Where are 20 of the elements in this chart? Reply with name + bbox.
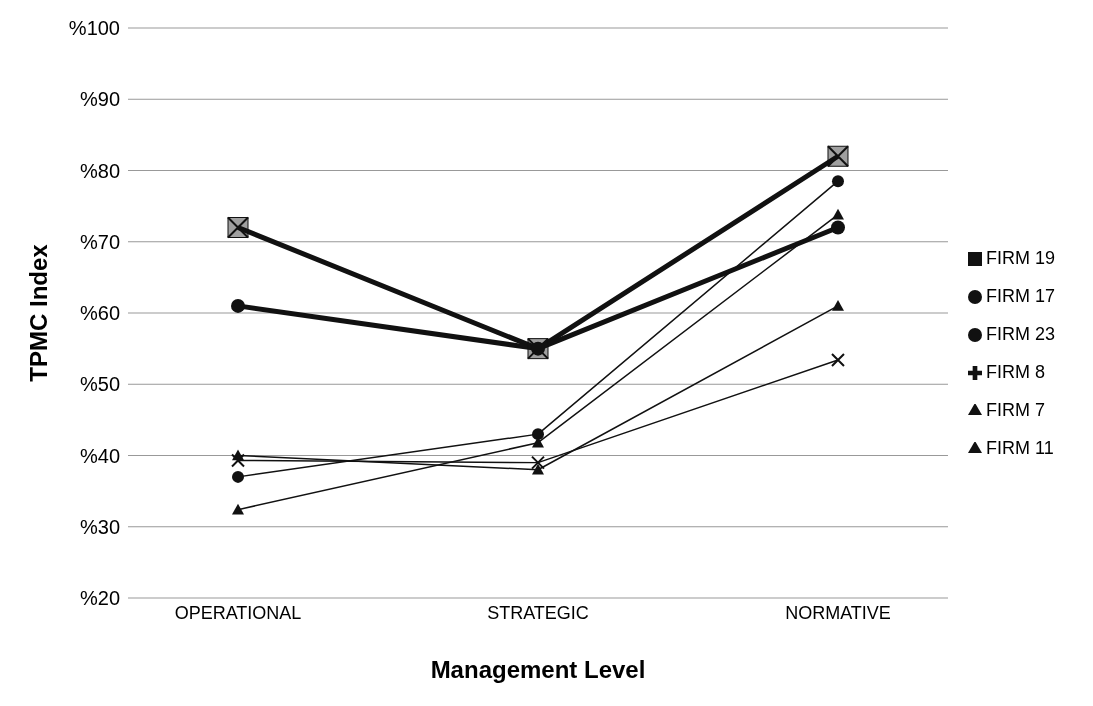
y-tick-label: %40: [79, 444, 120, 467]
y-tick-label: %20: [79, 587, 120, 610]
y-tick-label: %30: [79, 515, 120, 538]
y-tick-label: %50: [79, 373, 120, 396]
y-axis-title: TPMC Index: [24, 243, 52, 382]
y-tick-label: %70: [79, 230, 120, 253]
x-tick-label: OPERATIONAL: [174, 602, 302, 623]
legend-label: FIRM 8: [985, 362, 1045, 382]
y-tick-label: %90: [79, 88, 120, 111]
x-tick-label: STRATEGIC: [487, 602, 589, 623]
legend-label: FIRM 19: [985, 248, 1055, 268]
legend-label: FIRM 7: [985, 400, 1045, 420]
legend-label: FIRM 23: [985, 324, 1055, 344]
y-tick-label: %80: [79, 159, 120, 182]
legend-label: FIRM 11: [985, 438, 1054, 458]
x-axis-title: Management Level: [430, 656, 646, 683]
y-tick-label: %60: [79, 302, 120, 325]
y-tick-label: %100: [68, 17, 120, 40]
x-tick-label: NORMATIVE: [785, 602, 891, 623]
legend-label: FIRM 17: [985, 286, 1055, 306]
